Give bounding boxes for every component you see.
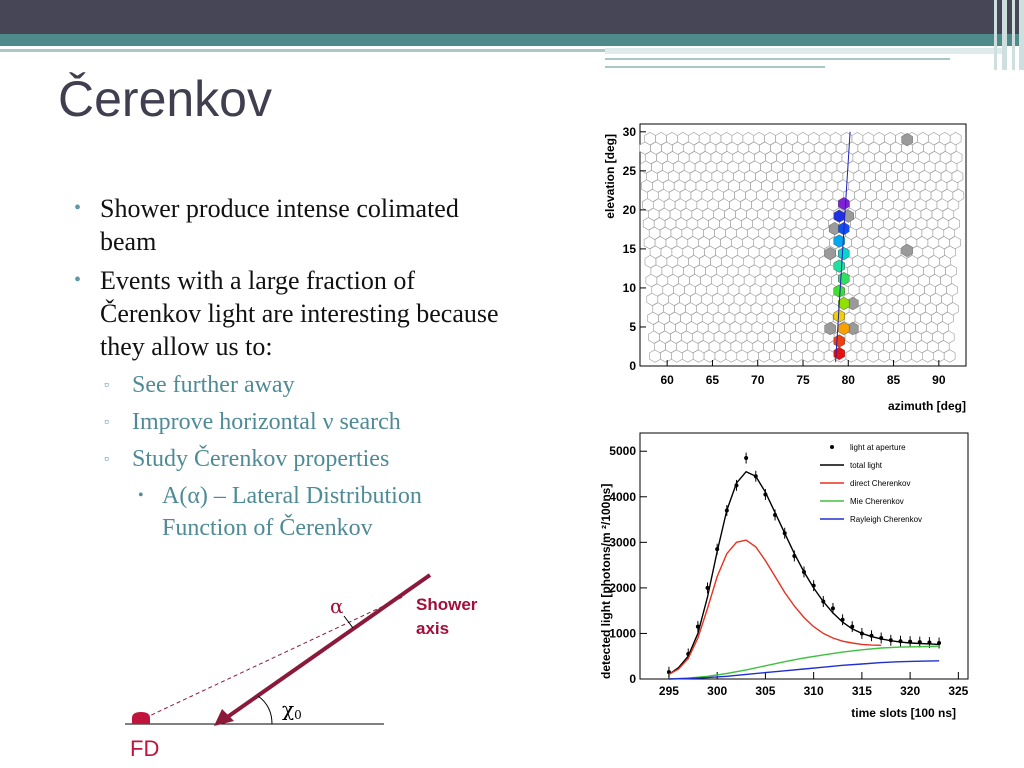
chi-subscript: 0 xyxy=(294,708,302,722)
y-tick-label: 5 xyxy=(629,320,636,334)
subsub-bullet-item: • A(α) – Lateral Distribution Function of… xyxy=(138,483,422,541)
hex-pixel xyxy=(949,132,962,146)
y-tick-label: 30 xyxy=(623,125,637,139)
corner-stripe-1 xyxy=(994,0,997,70)
y-tick-label: 5000 xyxy=(609,444,636,458)
sub-bullet-text: Study Čerenkov properties xyxy=(132,446,390,472)
x-axis-label: time slots [100 ns] xyxy=(851,706,956,720)
x-tick-label: 65 xyxy=(706,373,720,387)
sub-bullet-item: ▫ See further away xyxy=(104,372,295,398)
y-tick-label: 0 xyxy=(629,359,636,373)
triggered-pixel xyxy=(838,296,850,311)
y-tick-label: 2000 xyxy=(609,581,636,595)
header-rule-right-3 xyxy=(605,66,825,68)
grey-pixel xyxy=(901,243,913,258)
x-tick-label: 75 xyxy=(796,373,810,387)
bullet-item: • Events with a large fraction of Čerenko… xyxy=(74,266,499,361)
chi-arc xyxy=(257,695,273,725)
y-tick-label: 0 xyxy=(629,672,636,686)
x-tick-label: 305 xyxy=(755,684,775,698)
y-tick-label: 10 xyxy=(623,281,637,295)
header-rule-right xyxy=(605,48,1005,54)
bullet-list: • Shower produce intense colimated beam •… xyxy=(70,192,510,544)
triggered-pixel xyxy=(838,197,850,211)
series-line xyxy=(668,660,940,680)
legend-entry: Rayleigh Cherenkov xyxy=(850,515,922,524)
data-point xyxy=(830,606,835,611)
y-axis-label: elevation [deg] xyxy=(603,134,617,219)
x-tick-label: 60 xyxy=(660,373,674,387)
data-point xyxy=(744,456,749,461)
x-axis-label: azimuth [deg] xyxy=(888,399,966,413)
x-tick-label: 70 xyxy=(751,373,765,387)
series-line xyxy=(668,470,940,675)
shower-axis-arrowhead xyxy=(214,709,234,726)
y-tick-label: 3000 xyxy=(609,535,636,549)
chi-symbol: χ xyxy=(282,697,294,721)
y-tick-label: 20 xyxy=(623,203,637,217)
corner-stripe-2 xyxy=(1002,0,1007,70)
sub-bullet-text: See further away xyxy=(132,372,295,398)
shower-geometry-diagram: α χ0 Shower axis FD xyxy=(125,573,478,761)
x-tick-label: 310 xyxy=(804,684,824,698)
x-tick-label: 300 xyxy=(707,684,727,698)
grey-pixel xyxy=(824,246,836,261)
subsub-bullet-text: A(α) – Lateral Distribution Function of … xyxy=(162,483,422,541)
legend-entry: Mie Cherenkov xyxy=(850,497,904,506)
sub-bullet-item: ▫ Study Čerenkov properties xyxy=(104,446,390,472)
triggered-pixel xyxy=(838,247,850,261)
x-tick-label: 90 xyxy=(932,373,946,387)
corner-stripe-3 xyxy=(1012,0,1015,70)
shower-axis-label-word1: Shower xyxy=(416,595,478,614)
fd-detector-icon xyxy=(132,712,150,724)
shower-axis-line xyxy=(224,573,432,720)
legend-entry: total light xyxy=(850,461,883,470)
line-of-sight xyxy=(144,595,406,719)
fd-label: FD xyxy=(130,736,159,761)
camera-pixel-plot: 60 65 70 75 80 85 90 0 5 10 15 20 25 30 azimuth [deg] e… xyxy=(603,123,967,413)
sub-bullet-text: Improve horizontal ν search xyxy=(132,409,401,435)
y-tick-label: 25 xyxy=(623,164,637,178)
chi-label: χ0 xyxy=(282,697,302,722)
y-tick-label: 15 xyxy=(623,242,637,256)
x-tick-label: 325 xyxy=(948,684,968,698)
header-accent-band xyxy=(0,34,1024,46)
corner-stripe-4 xyxy=(1019,0,1024,70)
shower-axis-label-word2: axis xyxy=(416,619,449,638)
legend-entry: direct Cherenkov xyxy=(850,479,910,488)
x-tick-label: 315 xyxy=(852,684,872,698)
light-profile-plot: 295 300 305 310 315 320 325 0 1000 2000 3000 4000 50… xyxy=(599,432,969,720)
legend-entry: light at aperture xyxy=(850,443,906,452)
legend-marker xyxy=(830,445,834,449)
header-band xyxy=(0,0,1024,34)
alpha-arc xyxy=(343,615,354,629)
bullet-item: • Shower produce intense colimated beam xyxy=(74,194,459,256)
bullet-text: Events with a large fraction of Čerenkov… xyxy=(100,266,499,361)
grey-pixel xyxy=(901,132,913,147)
triggered-pixel xyxy=(833,234,845,248)
series-line xyxy=(668,539,882,676)
bullet-text: Shower produce intense colimated beam xyxy=(100,194,459,256)
y-tick-label: 1000 xyxy=(609,626,636,640)
series-line xyxy=(668,645,940,680)
hex-grid xyxy=(639,132,965,363)
shower-axis-label: Shower axis xyxy=(416,595,478,638)
plot-frame xyxy=(639,432,969,680)
triggered-pixel xyxy=(833,309,845,323)
y-axis-label: detected light [photons/m ²/100ns] xyxy=(599,484,613,679)
x-tick-label: 80 xyxy=(842,373,856,387)
header-rule-right-2 xyxy=(605,58,950,60)
alpha-label: α xyxy=(330,594,344,618)
slide-title: Čerenkov xyxy=(58,71,272,127)
sub-bullet-item: ▫ Improve horizontal ν search xyxy=(104,409,401,435)
grey-pixel xyxy=(824,321,836,336)
x-tick-label: 85 xyxy=(887,373,901,387)
x-tick-label: 320 xyxy=(900,684,920,698)
y-tick-label: 4000 xyxy=(609,490,636,504)
shower-track-line xyxy=(835,131,851,363)
header-rule xyxy=(0,49,605,52)
x-tick-label: 295 xyxy=(659,684,679,698)
